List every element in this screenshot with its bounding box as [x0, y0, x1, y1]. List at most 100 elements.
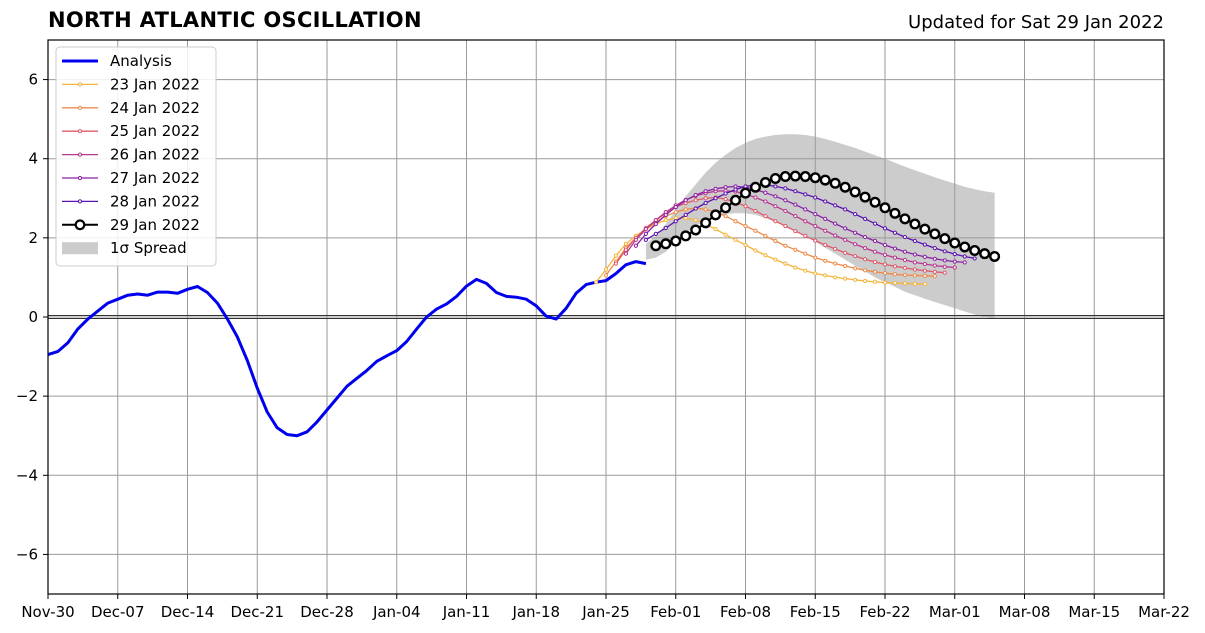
- forecast-point: [603, 267, 609, 272]
- forecast-point: [653, 221, 658, 227]
- forecast-point: [899, 213, 911, 225]
- forecast-point: [773, 219, 778, 224]
- forecast-point: [683, 207, 688, 212]
- forecast-point: [763, 199, 768, 204]
- legend-marker: [74, 219, 86, 231]
- forecast-point: [803, 268, 808, 273]
- forecast-point: [723, 213, 728, 219]
- forecast-point: [693, 198, 698, 203]
- x-tick-label: Nov-30: [21, 603, 74, 621]
- forecast-point: [803, 219, 808, 224]
- forecast-point: [723, 196, 728, 202]
- forecast-point: [643, 237, 648, 242]
- forecast-point: [763, 190, 768, 195]
- forecast-point: [633, 237, 638, 242]
- legend-marker: [77, 105, 83, 110]
- forecast-point: [892, 255, 898, 260]
- forecast-point: [892, 272, 898, 277]
- forecast-point: [663, 225, 668, 231]
- forecast-23-jan-2022-series: [593, 215, 927, 287]
- forecast-29-jan-2022-series: [650, 170, 1001, 262]
- forecast-point: [952, 265, 957, 270]
- forecast-point: [862, 216, 868, 221]
- forecast-point: [703, 189, 708, 194]
- x-tick-label: Jan-18: [511, 603, 560, 621]
- forecast-point: [803, 233, 808, 238]
- forecast-point: [862, 268, 868, 273]
- forecast-point: [663, 212, 668, 218]
- forecast-point: [713, 196, 718, 201]
- forecast-point: [952, 251, 957, 257]
- forecast-point: [833, 203, 838, 208]
- forecast-point: [869, 196, 881, 208]
- forecast-point: [733, 187, 738, 192]
- forecast-point: [743, 204, 748, 209]
- forecast-point: [603, 273, 609, 278]
- forecast-point: [882, 242, 888, 248]
- forecast-point: [872, 221, 878, 226]
- legend-entry: 25 Jan 2022: [62, 122, 200, 140]
- forecast-point: [809, 172, 821, 184]
- forecast-point: [919, 223, 931, 235]
- forecast-point: [882, 252, 888, 257]
- forecast-point: [823, 216, 828, 221]
- forecast-point: [799, 171, 811, 183]
- legend-entry: 27 Jan 2022: [62, 169, 200, 187]
- forecast-point: [723, 185, 728, 190]
- forecast-point: [700, 217, 712, 229]
- forecast-point: [789, 170, 801, 182]
- y-tick-label: −4: [16, 466, 38, 484]
- forecast-23-jan-2022-line: [595, 217, 925, 285]
- forecast-point: [793, 213, 798, 219]
- forecast-point: [673, 210, 678, 215]
- forecast-point: [813, 212, 818, 217]
- forecast-point: [683, 198, 688, 203]
- forecast-point: [823, 199, 828, 204]
- forecast-point: [882, 270, 888, 276]
- forecast-point: [703, 207, 708, 212]
- forecast-point: [962, 254, 967, 259]
- forecast-point: [902, 265, 908, 271]
- forecast-point: [653, 217, 658, 223]
- forecast-point: [922, 273, 927, 278]
- x-tick-label: Mar-01: [929, 603, 981, 621]
- forecast-point: [932, 246, 937, 251]
- forecast-point: [829, 177, 841, 189]
- legend-entry: Analysis: [62, 52, 172, 70]
- forecast-point: [670, 235, 682, 247]
- forecast-point: [793, 189, 798, 194]
- forecast-point: [653, 231, 658, 236]
- forecast-point: [690, 224, 702, 236]
- forecast-point: [783, 223, 788, 229]
- forecast-point: [912, 267, 917, 272]
- forecast-27-jan-2022-line: [635, 185, 965, 264]
- forecast-point: [593, 280, 599, 285]
- forecast-point: [912, 281, 917, 286]
- legend-label: 1σ Spread: [110, 239, 187, 257]
- forecast-point: [902, 281, 908, 286]
- legend-marker: [77, 199, 83, 204]
- forecast-point: [872, 238, 878, 244]
- y-tick-label: 4: [28, 150, 38, 168]
- forecast-point: [673, 219, 678, 224]
- forecast-28-jan-2022-line: [645, 184, 975, 260]
- forecast-point: [843, 263, 848, 269]
- legend-marker: [77, 152, 83, 157]
- x-tick-label: Dec-14: [161, 603, 215, 621]
- forecast-point: [922, 268, 927, 273]
- forecast-point: [793, 229, 798, 234]
- forecast-point: [892, 246, 898, 251]
- forecast-point: [902, 249, 908, 254]
- x-tick-label: Dec-21: [230, 603, 284, 621]
- x-tick-label: Jan-25: [581, 603, 630, 621]
- forecast-point: [872, 279, 878, 284]
- forecast-point: [882, 262, 888, 267]
- forecast-point: [759, 176, 771, 188]
- spread-band: [645, 134, 995, 319]
- forecast-point: [720, 202, 732, 214]
- forecast-point: [929, 228, 941, 240]
- forecast-point: [952, 259, 957, 264]
- forecast-point: [932, 256, 937, 261]
- forecast-point: [939, 233, 951, 245]
